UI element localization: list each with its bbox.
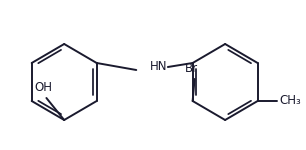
Text: Br: Br <box>185 62 198 75</box>
Text: HN: HN <box>150 60 168 74</box>
Text: CH₃: CH₃ <box>279 94 301 108</box>
Text: OH: OH <box>35 81 52 94</box>
